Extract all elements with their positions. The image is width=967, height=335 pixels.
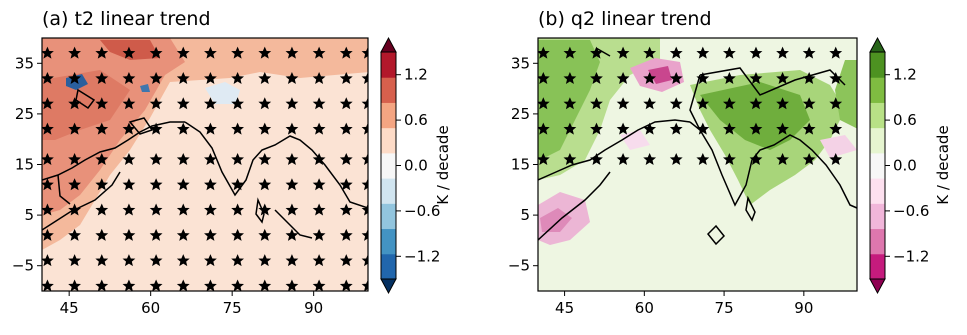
colorbar-segment <box>381 152 396 179</box>
panel-a-title: (a) t2 linear trend <box>42 8 211 30</box>
colorbar-segment <box>870 152 885 179</box>
panel-b-axes: 45 60 75 90 35 25 15 5 −5 <box>508 54 814 317</box>
x-tick-label: 75 <box>223 299 242 317</box>
panel-a-colorbar: 1.2 0.6 0.0 −0.6 −1.2 <box>380 36 440 295</box>
colorbar-segment <box>870 127 885 154</box>
panel-a-tibet-patch <box>205 82 240 104</box>
y-tick-label: −5 <box>508 257 530 275</box>
panel-a-axes: 45 60 75 90 35 25 15 5 −5 <box>12 54 323 317</box>
colorbar-segment <box>870 253 885 280</box>
colorbar-segment <box>381 253 396 280</box>
y-tick-label: 5 <box>24 206 34 224</box>
colorbar-extend-min <box>869 278 886 295</box>
colorbar-segment <box>381 102 396 129</box>
y-tick-label: −5 <box>12 257 34 275</box>
y-tick-label: 15 <box>15 156 34 174</box>
x-tick-label: 60 <box>141 299 160 317</box>
y-tick-label: 35 <box>15 54 34 72</box>
panel-b-neg-core <box>540 208 572 232</box>
panel-b-title: (b) q2 linear trend <box>538 8 712 30</box>
colorbar-tick-label: 1.2 <box>893 66 917 84</box>
y-tick-label: 25 <box>511 105 530 123</box>
colorbar-tick-label: 0.6 <box>893 111 917 129</box>
colorbar-extend-min <box>380 278 397 295</box>
colorbar-segment <box>870 178 885 204</box>
colorbar-extend-max <box>869 36 886 53</box>
colorbar-extend-max <box>380 36 397 53</box>
panel-b-coastlines <box>538 47 857 246</box>
x-tick-label: 45 <box>60 299 79 317</box>
colorbar-segment <box>381 178 396 204</box>
panel-b-field <box>538 38 857 291</box>
panel-b-neg-spot <box>620 130 650 150</box>
colorbar-tick-label: 0.0 <box>893 157 917 175</box>
panel-a-colorbar-label: K / decade <box>434 125 452 204</box>
panel-b-neg-spot <box>820 135 857 158</box>
panel-b-colorbar: 1.2 0.6 0.0 −0.6 −1.2 <box>869 36 929 295</box>
colorbar-tick-label: −1.2 <box>893 247 929 265</box>
y-tick-label: 15 <box>511 156 530 174</box>
x-tick-label: 90 <box>304 299 323 317</box>
colorbar-tick-label: −1.2 <box>404 247 440 265</box>
colorbar-segment <box>870 52 885 78</box>
colorbar-tick-label: −0.6 <box>404 202 440 220</box>
colorbar-tick-label: 1.2 <box>404 66 428 84</box>
panel-b-colorbar-label: K / decade <box>934 125 952 204</box>
panel-b-neg-core <box>648 66 672 84</box>
colorbar-tick-label: 0.6 <box>404 111 428 129</box>
colorbar-segment <box>381 52 396 78</box>
panel-a-neg-spot <box>140 84 150 92</box>
colorbar-segment <box>870 203 885 230</box>
colorbar-segment <box>381 228 396 255</box>
panel-a: (a) t2 linear trend <box>12 8 452 317</box>
panel-a-core <box>42 70 130 140</box>
y-tick-label: 35 <box>511 54 530 72</box>
y-tick-label: 25 <box>15 105 34 123</box>
colorbar-segment <box>870 77 885 103</box>
x-tick-label: 90 <box>794 299 813 317</box>
colorbar-segment <box>381 203 396 230</box>
colorbar-tick-label: 0.0 <box>404 157 428 175</box>
x-tick-label: 75 <box>715 299 734 317</box>
panel-b: (b) q2 linear trend <box>508 8 952 317</box>
x-tick-label: 60 <box>635 299 654 317</box>
colorbar-segment <box>381 77 396 103</box>
panel-a-field <box>42 38 368 291</box>
y-tick-label: 5 <box>520 206 530 224</box>
colorbar-tick-label: −0.6 <box>893 202 929 220</box>
colorbar-segment <box>381 127 396 154</box>
x-tick-label: 45 <box>555 299 574 317</box>
colorbar-segment <box>870 228 885 255</box>
colorbar-segment <box>870 102 885 129</box>
